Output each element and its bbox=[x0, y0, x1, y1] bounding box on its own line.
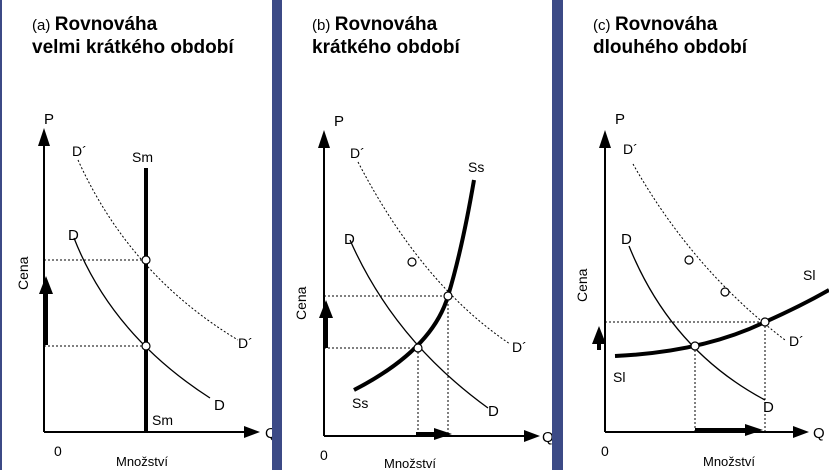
s-bottom-label: Sm bbox=[152, 412, 173, 428]
demand-curve-original bbox=[73, 237, 211, 399]
diagram-c: P Q 0 Množství Cena D´ D´ D D Sl Sl bbox=[574, 111, 829, 469]
title-line-2: krátkého období bbox=[312, 37, 460, 58]
d-prime-bottom-label: D´ bbox=[789, 333, 804, 349]
price-axis-arrow bbox=[599, 130, 611, 148]
price-rise-arrowhead bbox=[39, 276, 53, 294]
d-top-label: D bbox=[621, 231, 632, 248]
p-label: P bbox=[615, 111, 625, 128]
quantity-axis-arrow bbox=[244, 426, 260, 438]
equilibrium-point-new bbox=[443, 291, 453, 301]
q-label: Q bbox=[813, 425, 825, 442]
shifted-demand-point-1 bbox=[684, 255, 694, 265]
s-top-label: Sl bbox=[803, 267, 815, 283]
price-label: Cena bbox=[15, 256, 31, 290]
quantity-axis-arrow bbox=[524, 430, 540, 442]
price-label: Cena bbox=[574, 268, 590, 302]
panel-long-run: (c) Rovnováha dlouhého období P Q 0 Množ bbox=[563, 0, 829, 470]
equilibrium-point-new bbox=[760, 317, 770, 327]
origin-label: 0 bbox=[54, 443, 62, 459]
s-top-label: Ss bbox=[468, 159, 484, 175]
supply-curve-long-run bbox=[614, 288, 829, 358]
d-prime-top-label: D´ bbox=[350, 145, 365, 161]
price-axis-arrow bbox=[318, 130, 330, 148]
s-bottom-label: Sl bbox=[613, 369, 625, 385]
panel-title: (a) Rovnováha velmi krátkého období bbox=[32, 14, 234, 59]
quantity-rise-arrowhead bbox=[434, 428, 452, 440]
d-bottom-label: D bbox=[763, 399, 774, 416]
d-prime-top-label: D´ bbox=[72, 143, 87, 159]
quantity-rise-arrowhead bbox=[745, 424, 763, 436]
title-line-1: Rovnováha bbox=[334, 14, 438, 35]
title-line-1: Rovnováha bbox=[54, 14, 158, 35]
d-bottom-label: D bbox=[214, 397, 225, 414]
quantity-label: Množství bbox=[384, 456, 436, 470]
quantity-label: Množství bbox=[116, 454, 168, 469]
panel-prefix: (c) bbox=[593, 17, 611, 34]
equilibrium-point-original bbox=[690, 341, 700, 351]
panel-prefix: (a) bbox=[32, 17, 51, 34]
price-rise-arrowhead bbox=[592, 326, 606, 344]
supply-curve-short-run bbox=[353, 179, 476, 392]
panel-title: (b) Rovnováha krátkého období bbox=[312, 14, 460, 59]
origin-label: 0 bbox=[320, 447, 328, 463]
q-label: Q bbox=[542, 429, 552, 446]
origin-label: 0 bbox=[601, 443, 609, 459]
diagram-b: P Q 0 Množství Cena D´ D´ D D Ss Ss bbox=[293, 113, 552, 470]
price-label: Cena bbox=[293, 286, 309, 320]
title-line-2: velmi krátkého období bbox=[32, 37, 234, 58]
d-bottom-label: D bbox=[488, 403, 499, 420]
title-line-1: Rovnováha bbox=[614, 14, 718, 35]
d-top-label: D bbox=[68, 227, 79, 244]
d-top-label: D bbox=[344, 231, 355, 248]
s-top-label: Sm bbox=[132, 149, 153, 165]
shifted-demand-point bbox=[407, 257, 417, 267]
equilibrium-point-original bbox=[413, 343, 423, 353]
p-label: P bbox=[334, 113, 344, 130]
panel-prefix: (b) bbox=[312, 17, 331, 34]
quantity-axis-arrow bbox=[793, 426, 809, 438]
panel-very-short-run: (a) Rovnováha velmi krátkého období P Q … bbox=[2, 0, 272, 470]
quantity-label: Množství bbox=[703, 454, 755, 469]
demand-curve-new bbox=[77, 159, 239, 341]
p-label: P bbox=[44, 111, 54, 128]
d-prime-bottom-label: D´ bbox=[238, 335, 253, 351]
price-rise-arrowhead bbox=[319, 300, 333, 318]
panel-short-run: (b) Rovnováha krátkého období P Q 0 Množ bbox=[282, 0, 552, 470]
demand-curve-new bbox=[632, 163, 786, 341]
equilibrium-point-new bbox=[141, 255, 151, 265]
d-prime-bottom-label: D´ bbox=[512, 339, 527, 355]
demand-curve-original bbox=[628, 245, 766, 401]
panel-title: (c) Rovnováha dlouhého období bbox=[593, 14, 747, 59]
d-prime-top-label: D´ bbox=[623, 141, 638, 157]
price-axis-arrow bbox=[38, 128, 50, 146]
demand-curve-new bbox=[357, 161, 511, 345]
demand-curve-original bbox=[349, 239, 489, 409]
diagram-a: P Q 0 Množství Cena D´ D´ D D Sm Sm bbox=[15, 111, 272, 469]
equilibrium-point-original bbox=[141, 341, 151, 351]
title-line-2: dlouhého období bbox=[593, 37, 748, 58]
shifted-demand-point-2 bbox=[720, 287, 730, 297]
q-label: Q bbox=[265, 425, 272, 442]
s-bottom-label: Ss bbox=[352, 395, 368, 411]
